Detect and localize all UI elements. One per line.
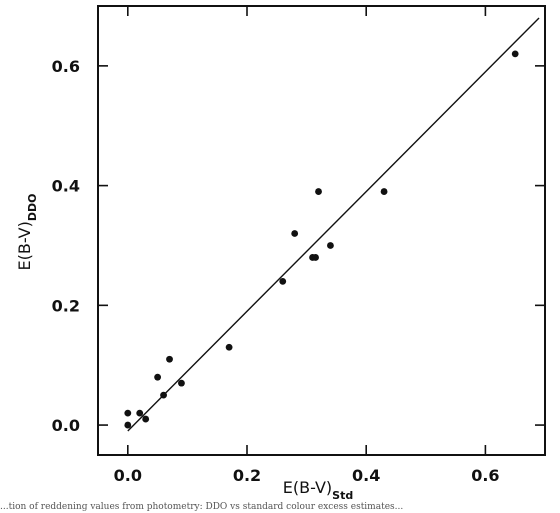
scatter-chart: 0.0 0.2 0.4 0.6 0.00.20.40.6 E(B-V)Std E(B-… (15, 5, 546, 502)
plot-frame (97, 5, 546, 456)
x-tick-label: 0.0 (114, 466, 142, 485)
data-point (380, 188, 388, 195)
data-point (511, 50, 519, 58)
data-point (136, 409, 144, 417)
data-point (291, 230, 299, 237)
data-point (225, 343, 233, 351)
data-point (124, 409, 132, 417)
x-axis-title-main: E(B-V) (283, 478, 332, 497)
data-point (160, 391, 167, 399)
y-axis-title-main: E(B-V) (15, 221, 34, 270)
fit-line (127, 17, 540, 432)
data-point (312, 254, 319, 261)
data-point (166, 355, 173, 363)
data-points (124, 50, 519, 429)
x-axis-title-sub: Std (332, 489, 353, 502)
data-point (315, 188, 322, 195)
data-point (178, 379, 185, 387)
y-tick-label: 0.6 (52, 57, 80, 76)
x-axis-title: E(B-V)Std (283, 478, 353, 502)
data-point (279, 277, 287, 285)
data-point (154, 373, 162, 381)
data-point (327, 242, 334, 249)
y-tick-label: 0.0 (52, 416, 80, 435)
x-tick-label: 0.4 (352, 466, 380, 485)
y-tick-label: 0.4 (52, 177, 80, 196)
x-tick-label: 0.6 (471, 466, 499, 485)
data-point (124, 421, 132, 429)
data-point (142, 415, 150, 423)
y-axis-title: E(B-V)DDO (15, 194, 39, 271)
y-axis-ticks: 0.0 0.2 0.4 0.6 (52, 57, 545, 435)
x-tick-label: 0.2 (233, 466, 261, 485)
y-axis-title-sub: DDO (26, 194, 39, 222)
y-tick-label: 0.2 (52, 296, 80, 315)
x-axis-ticks: 0.0 0.2 0.4 0.6 (114, 6, 500, 485)
figure-caption-fragment: ...tion of reddening values from photome… (0, 502, 404, 512)
